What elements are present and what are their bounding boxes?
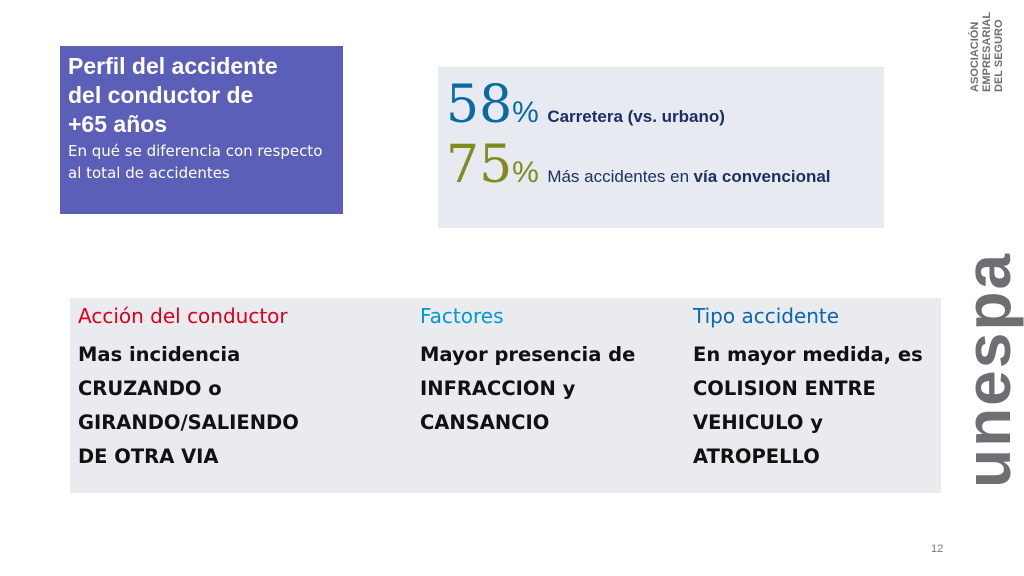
stat-percent-sign: %	[512, 156, 539, 189]
svg-text:unespa: unespa	[960, 252, 1024, 488]
stat-label-strong: vía convencional	[693, 167, 831, 186]
column-body: Mas incidencia CRUZANDO o GIRANDO/SALIEN…	[78, 343, 299, 468]
column-header: Tipo accidente	[693, 304, 840, 328]
stat-label: Carretera (vs. urbano)	[547, 107, 725, 126]
svg-text:ASOCIACIÓN: ASOCIACIÓN	[968, 22, 981, 92]
slide-subtitle: En qué se diferencia con respecto al tot…	[68, 142, 323, 182]
slide-title: Perfil del accidente del conductor de +6…	[68, 53, 278, 137]
stat-carretera: 58% Carretera (vs. urbano)	[446, 75, 725, 135]
stat-via-convencional: 75% Más accidentes en vía convencional	[446, 135, 831, 195]
column-header: Factores	[420, 304, 504, 328]
column-body: En mayor medida, es COLISION ENTRE VEHIC…	[693, 343, 923, 468]
stat-number: 58	[446, 75, 513, 135]
table-column-tipo: Tipo accidente En mayor medida, es COLIS…	[693, 298, 938, 474]
table-column-accion: Acción del conductor Mas incidencia CRUZ…	[78, 298, 398, 474]
svg-text:DEL SEGURO: DEL SEGURO	[993, 19, 1005, 92]
profile-table: Acción del conductor Mas incidencia CRUZ…	[70, 298, 941, 493]
table-column-factores: Factores Mayor presencia de INFRACCION y…	[420, 298, 670, 440]
stat-percent-sign: %	[512, 96, 539, 129]
stat-number: 75	[446, 135, 513, 195]
column-body: Mayor presencia de INFRACCION y CANSANCI…	[420, 343, 636, 434]
unespa-logo: unespa ASOCIACIÓN EMPRESARIAL DEL SEGURO	[960, 12, 1024, 488]
stats-panel: 58% Carretera (vs. urbano) 75% Más accid…	[438, 67, 884, 228]
stat-label: Más accidentes en	[547, 167, 690, 186]
svg-text:EMPRESARIAL: EMPRESARIAL	[981, 12, 993, 92]
page-number: 12	[931, 543, 944, 555]
slide-title-box: Perfil del accidente del conductor de +6…	[60, 46, 343, 214]
column-header: Acción del conductor	[78, 304, 288, 328]
